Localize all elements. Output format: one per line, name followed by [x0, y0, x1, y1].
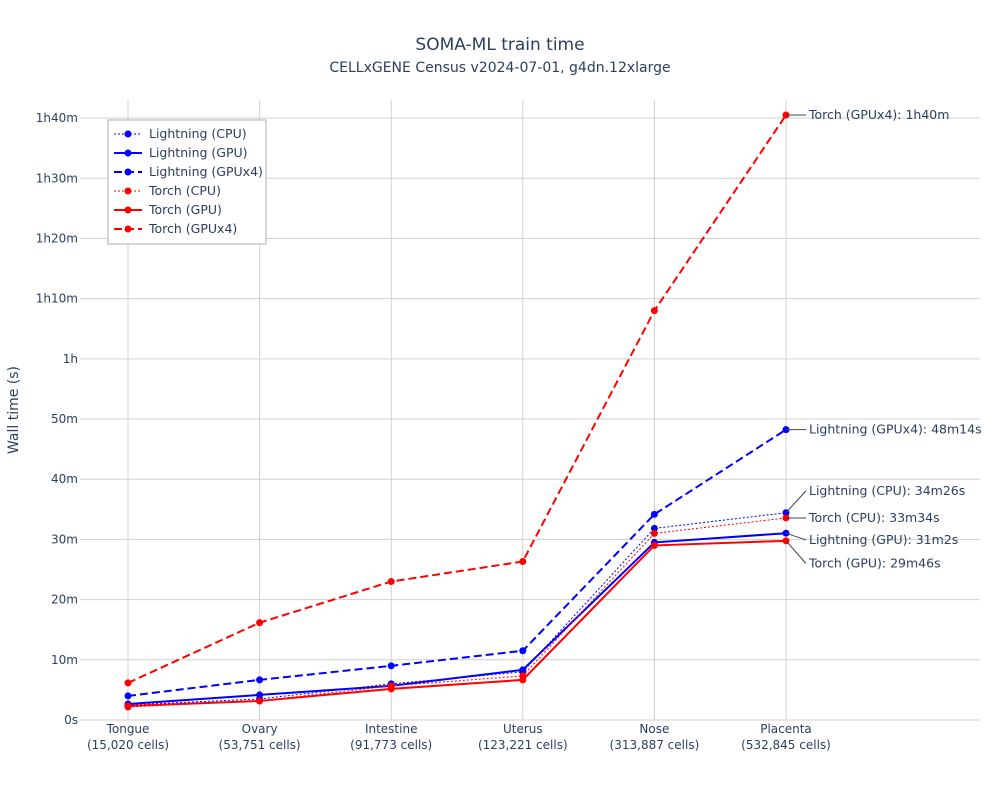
- y-tick-label: 30m: [51, 532, 78, 546]
- legend-item-torch-gpux4[interactable]: Torch (GPUx4): [114, 221, 237, 236]
- y-tick-label: 1h20m: [36, 231, 78, 245]
- data-point: [256, 691, 264, 699]
- legend-swatch-marker: [124, 225, 132, 233]
- chart-title: SOMA-ML train time: [415, 35, 584, 55]
- x-tick-sublabel: (532,845 cells): [741, 738, 831, 752]
- data-point: [650, 524, 658, 532]
- x-axis: Tongue (15,020 cells) Ovary (53,751 cells) I…: [87, 722, 831, 752]
- legend-label: Lightning (CPU): [149, 126, 247, 141]
- data-point: [124, 702, 132, 710]
- annotation-label: Lightning (GPU): 31m2s: [809, 532, 958, 547]
- data-point: [519, 647, 527, 655]
- data-point: [124, 679, 132, 687]
- legend-item-lightning-gpu[interactable]: Lightning (GPU): [114, 145, 248, 160]
- series-line: [127, 114, 787, 684]
- series-torch-gpux4: [124, 111, 790, 687]
- annotation-label: Lightning (CPU): 34m26s: [809, 483, 965, 498]
- annotation-arrow: [785, 532, 807, 541]
- y-tick-label: 1h30m: [36, 171, 78, 185]
- y-tick-label: 50m: [51, 412, 78, 426]
- legend-swatch-marker: [124, 130, 132, 138]
- legend-label: Torch (CPU): [148, 183, 221, 198]
- data-point: [387, 662, 395, 670]
- data-point: [387, 578, 395, 586]
- legend-swatch-marker: [124, 168, 132, 176]
- data-point: [519, 666, 527, 674]
- y-tick-label: 0s: [64, 713, 78, 727]
- legend-label: Torch (GPUx4): [148, 221, 237, 236]
- x-tick-label: Ovary: [242, 722, 278, 736]
- data-point: [256, 697, 264, 705]
- data-point: [650, 510, 658, 518]
- legend-swatch-marker: [124, 149, 132, 157]
- series-line: [127, 512, 787, 706]
- x-tick-label: Tongue: [106, 722, 150, 736]
- legend-box: [107, 119, 267, 245]
- annotation-label: Lightning (GPUx4): 48m14s: [809, 422, 982, 437]
- legend-label: Lightning (GPU): [149, 145, 248, 160]
- data-point: [387, 685, 395, 693]
- series-line: [127, 532, 787, 705]
- legend-item-lightning-gpux4[interactable]: Lightning (GPUx4): [114, 164, 263, 179]
- series-lightning-gpux4: [124, 426, 790, 700]
- annotation-label: Torch (GPUx4): 1h40m: [808, 107, 949, 122]
- data-point: [519, 676, 527, 684]
- chart-subtitle: CELLxGENE Census v2024-07-01, g4dn.12xla…: [329, 60, 670, 76]
- y-axis: 0s 10m 20m 30m 40m 50m 1h 1h10m 1h20m 1h30m 1h40m: [36, 111, 78, 727]
- y-axis-title: Wall time (s): [6, 366, 22, 454]
- data-point: [124, 692, 132, 700]
- x-tick-label: Placenta: [760, 722, 812, 736]
- x-tick-label: Nose: [639, 722, 669, 736]
- legend[interactable]: Lightning (CPU) Lightning (GPU) Lightning …: [107, 119, 267, 245]
- series-line: [127, 539, 787, 707]
- x-tick-sublabel: (123,221 cells): [478, 738, 568, 752]
- data-point: [256, 619, 264, 627]
- x-tick-label: Intestine: [365, 722, 418, 736]
- legend-label: Torch (GPU): [148, 202, 222, 217]
- series-group: [124, 111, 790, 711]
- x-tick-label: Uterus: [503, 722, 543, 736]
- annotation-label: Torch (GPU): 29m46s: [808, 555, 941, 570]
- annotation-label: Torch (CPU): 33m34s: [808, 510, 940, 525]
- series-lightning-gpu: [124, 529, 790, 708]
- data-point: [650, 529, 658, 537]
- y-tick-label: 40m: [51, 472, 78, 486]
- y-tick-label: 10m: [51, 653, 78, 667]
- legend-swatch-marker: [124, 187, 132, 195]
- data-point: [519, 557, 527, 565]
- legend-item-torch-cpu[interactable]: Torch (CPU): [114, 183, 221, 198]
- y-tick-label: 1h10m: [36, 292, 78, 306]
- x-tick-sublabel: (313,887 cells): [610, 738, 700, 752]
- data-point: [650, 541, 658, 549]
- annotation-arrow: [785, 540, 807, 564]
- x-tick-sublabel: (91,773 cells): [350, 738, 432, 752]
- legend-item-torch-gpu[interactable]: Torch (GPU): [114, 202, 222, 217]
- y-tick-label: 1h: [63, 352, 78, 366]
- legend-swatch-marker: [124, 206, 132, 214]
- x-tick-sublabel: (15,020 cells): [87, 738, 169, 752]
- y-tick-label: 1h40m: [36, 111, 78, 125]
- annotations: Torch (GPUx4): 1h40m Lightning (GPUx4): 4…: [785, 107, 982, 570]
- legend-label: Lightning (GPUx4): [149, 164, 263, 179]
- x-tick-sublabel: (53,751 cells): [219, 738, 301, 752]
- data-point: [650, 307, 658, 315]
- annotation-arrow: [785, 490, 807, 514]
- series-line: [127, 428, 787, 697]
- data-point: [256, 676, 264, 684]
- y-tick-label: 20m: [51, 593, 78, 607]
- legend-item-lightning-cpu[interactable]: Lightning (CPU): [114, 126, 247, 141]
